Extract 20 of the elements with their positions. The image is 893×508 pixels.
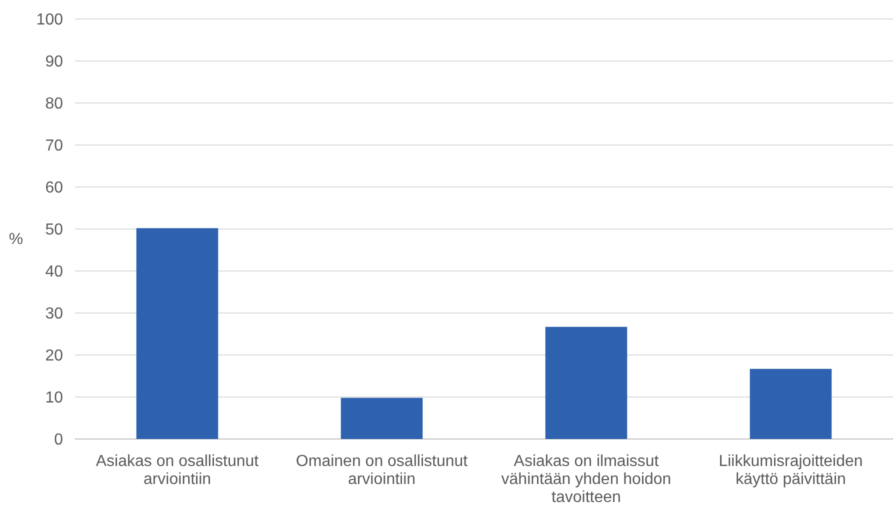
y-tick-label: 60 bbox=[45, 180, 64, 197]
y-tick-label: 30 bbox=[45, 306, 64, 323]
y-tick-label: 10 bbox=[45, 390, 64, 407]
y-tick-label: 100 bbox=[36, 12, 64, 29]
bar bbox=[545, 326, 628, 439]
bar bbox=[136, 228, 218, 439]
y-axis-title: % bbox=[8, 231, 24, 248]
bar bbox=[340, 398, 423, 439]
y-tick-label: 70 bbox=[45, 138, 64, 155]
x-tick-label: Omainen on osallistunut arviointiin bbox=[296, 453, 468, 488]
y-tick-label: 20 bbox=[45, 348, 64, 365]
y-tick-label: 90 bbox=[45, 54, 64, 71]
bar bbox=[750, 368, 832, 439]
x-tick-label: Asiakas on osallistunut arviointiin bbox=[96, 453, 260, 488]
y-tick-label: 80 bbox=[45, 96, 64, 113]
y-tick-label: 50 bbox=[45, 222, 64, 239]
y-tick-label: 40 bbox=[45, 264, 64, 281]
x-tick-label: Liikkumisrajoitteiden käyttö päivittäin bbox=[718, 453, 863, 488]
y-tick-label: 0 bbox=[54, 432, 64, 449]
x-tick-label: Asiakas on ilmaissut vähintään yhden hoidon tavoitteen bbox=[501, 453, 672, 506]
